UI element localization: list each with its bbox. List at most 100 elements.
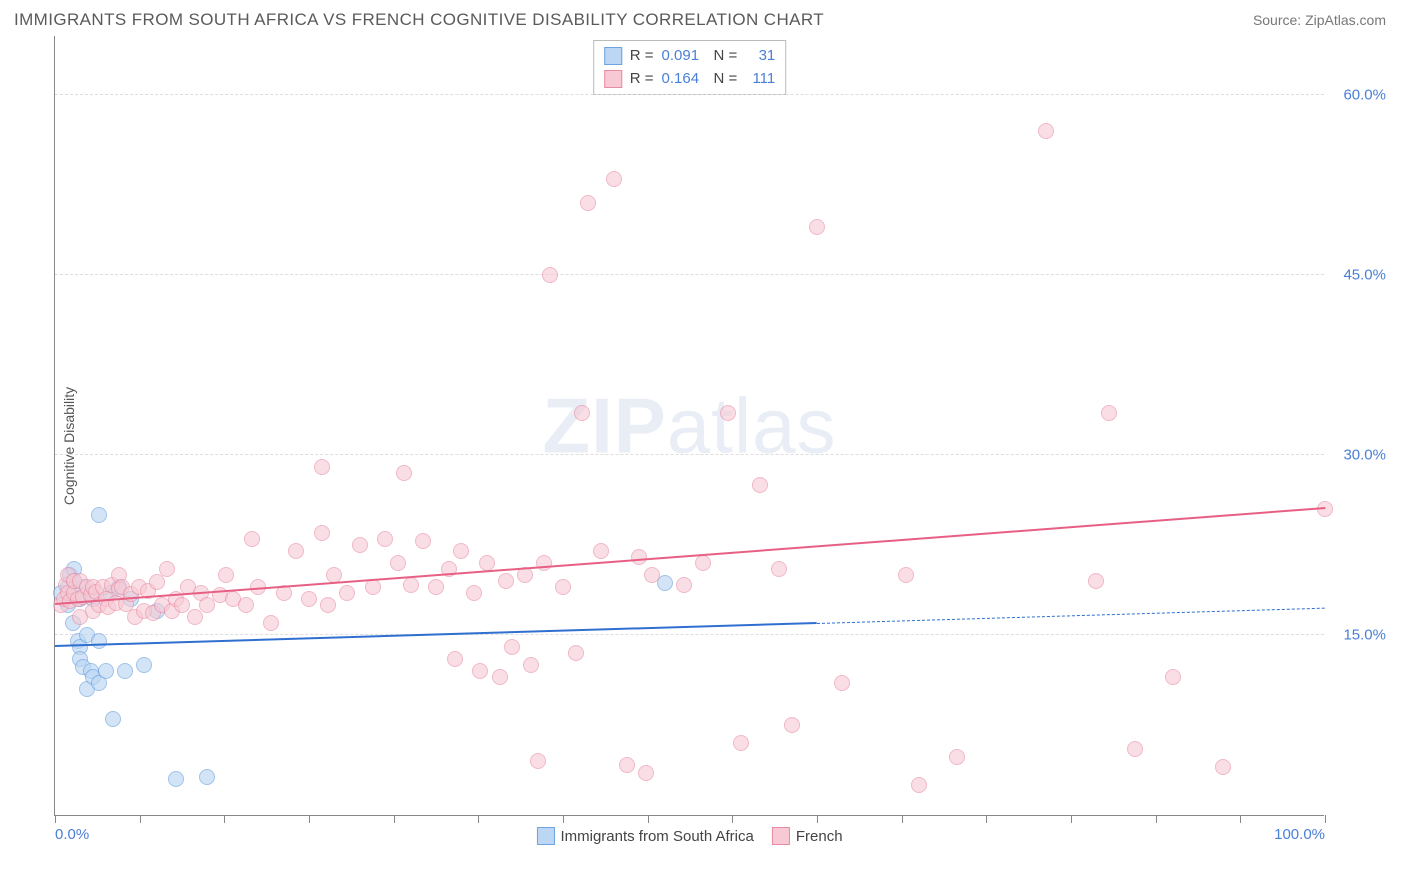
data-point	[117, 663, 133, 679]
x-tick-label-right: 100.0%	[1274, 826, 1325, 843]
data-point	[631, 549, 647, 565]
trend-line	[817, 608, 1325, 624]
legend-label: Immigrants from South Africa	[560, 828, 753, 845]
gridline	[55, 94, 1324, 95]
y-tick-label: 45.0%	[1330, 267, 1386, 284]
data-point	[428, 579, 444, 595]
data-point	[593, 543, 609, 559]
data-point	[352, 537, 368, 553]
x-tick-label-left: 0.0%	[55, 826, 89, 843]
data-point	[733, 735, 749, 751]
data-point	[498, 573, 514, 589]
stat-r-value: 0.164	[662, 68, 706, 91]
data-point	[638, 765, 654, 781]
data-point	[809, 219, 825, 235]
x-tick	[394, 815, 395, 823]
data-point	[136, 657, 152, 673]
stat-n-value: 31	[745, 45, 775, 68]
data-point	[403, 577, 419, 593]
watermark: ZIPatlas	[542, 380, 836, 471]
data-point	[301, 591, 317, 607]
data-point	[619, 757, 635, 773]
data-point	[168, 771, 184, 787]
data-point	[288, 543, 304, 559]
data-point	[339, 585, 355, 601]
legend-swatch	[536, 827, 554, 845]
data-point	[396, 465, 412, 481]
data-point	[91, 507, 107, 523]
legend-item: Immigrants from South Africa	[536, 827, 753, 845]
x-tick	[140, 815, 141, 823]
watermark-bold: ZIP	[542, 381, 666, 469]
bottom-legend: Immigrants from South Africa French	[536, 827, 842, 845]
x-tick	[55, 815, 56, 823]
legend-swatch	[604, 70, 622, 88]
x-tick	[986, 815, 987, 823]
data-point	[187, 609, 203, 625]
data-point	[314, 525, 330, 541]
x-tick	[1071, 815, 1072, 823]
trend-line	[55, 507, 1325, 605]
data-point	[949, 749, 965, 765]
legend-item: French	[772, 827, 843, 845]
data-point	[174, 597, 190, 613]
stat-r-key: R =	[630, 68, 654, 91]
y-tick-label: 30.0%	[1330, 447, 1386, 464]
data-point	[1088, 573, 1104, 589]
x-tick	[309, 815, 310, 823]
data-point	[492, 669, 508, 685]
data-point	[447, 651, 463, 667]
legend-swatch	[772, 827, 790, 845]
data-point	[771, 561, 787, 577]
data-point	[720, 405, 736, 421]
data-point	[320, 597, 336, 613]
data-point	[149, 574, 165, 590]
data-point	[580, 195, 596, 211]
x-tick	[1325, 815, 1326, 823]
source-label: Source: ZipAtlas.com	[1253, 12, 1386, 28]
data-point	[91, 633, 107, 649]
legend-label: French	[796, 828, 843, 845]
gridline	[55, 274, 1324, 275]
stat-n-value: 111	[745, 68, 775, 91]
data-point	[238, 597, 254, 613]
x-tick	[563, 815, 564, 823]
data-point	[314, 459, 330, 475]
stat-r-value: 0.091	[662, 45, 706, 68]
chart-container: Cognitive Disability ZIPatlas R =0.091N …	[12, 36, 1394, 856]
y-tick-label: 15.0%	[1330, 627, 1386, 644]
x-tick	[732, 815, 733, 823]
legend-swatch	[604, 47, 622, 65]
x-tick	[648, 815, 649, 823]
data-point	[377, 531, 393, 547]
chart-title: IMMIGRANTS FROM SOUTH AFRICA VS FRENCH C…	[14, 10, 824, 30]
plot-area: ZIPatlas R =0.091N =31R =0.164N =111 15.…	[54, 36, 1324, 816]
x-tick	[902, 815, 903, 823]
data-point	[523, 657, 539, 673]
data-point	[472, 663, 488, 679]
gridline	[55, 454, 1324, 455]
data-point	[676, 577, 692, 593]
x-tick	[1156, 815, 1157, 823]
watermark-rest: atlas	[667, 381, 837, 469]
data-point	[415, 533, 431, 549]
stats-legend-row: R =0.091N =31	[604, 45, 776, 68]
data-point	[1215, 759, 1231, 775]
data-point	[159, 561, 175, 577]
y-tick-label: 60.0%	[1330, 87, 1386, 104]
data-point	[105, 711, 121, 727]
data-point	[536, 555, 552, 571]
data-point	[574, 405, 590, 421]
data-point	[466, 585, 482, 601]
data-point	[784, 717, 800, 733]
data-point	[1127, 741, 1143, 757]
data-point	[263, 615, 279, 631]
data-point	[555, 579, 571, 595]
data-point	[98, 663, 114, 679]
data-point	[1165, 669, 1181, 685]
data-point	[1101, 405, 1117, 421]
stat-n-key: N =	[714, 45, 738, 68]
gridline	[55, 634, 1324, 635]
data-point	[695, 555, 711, 571]
data-point	[606, 171, 622, 187]
